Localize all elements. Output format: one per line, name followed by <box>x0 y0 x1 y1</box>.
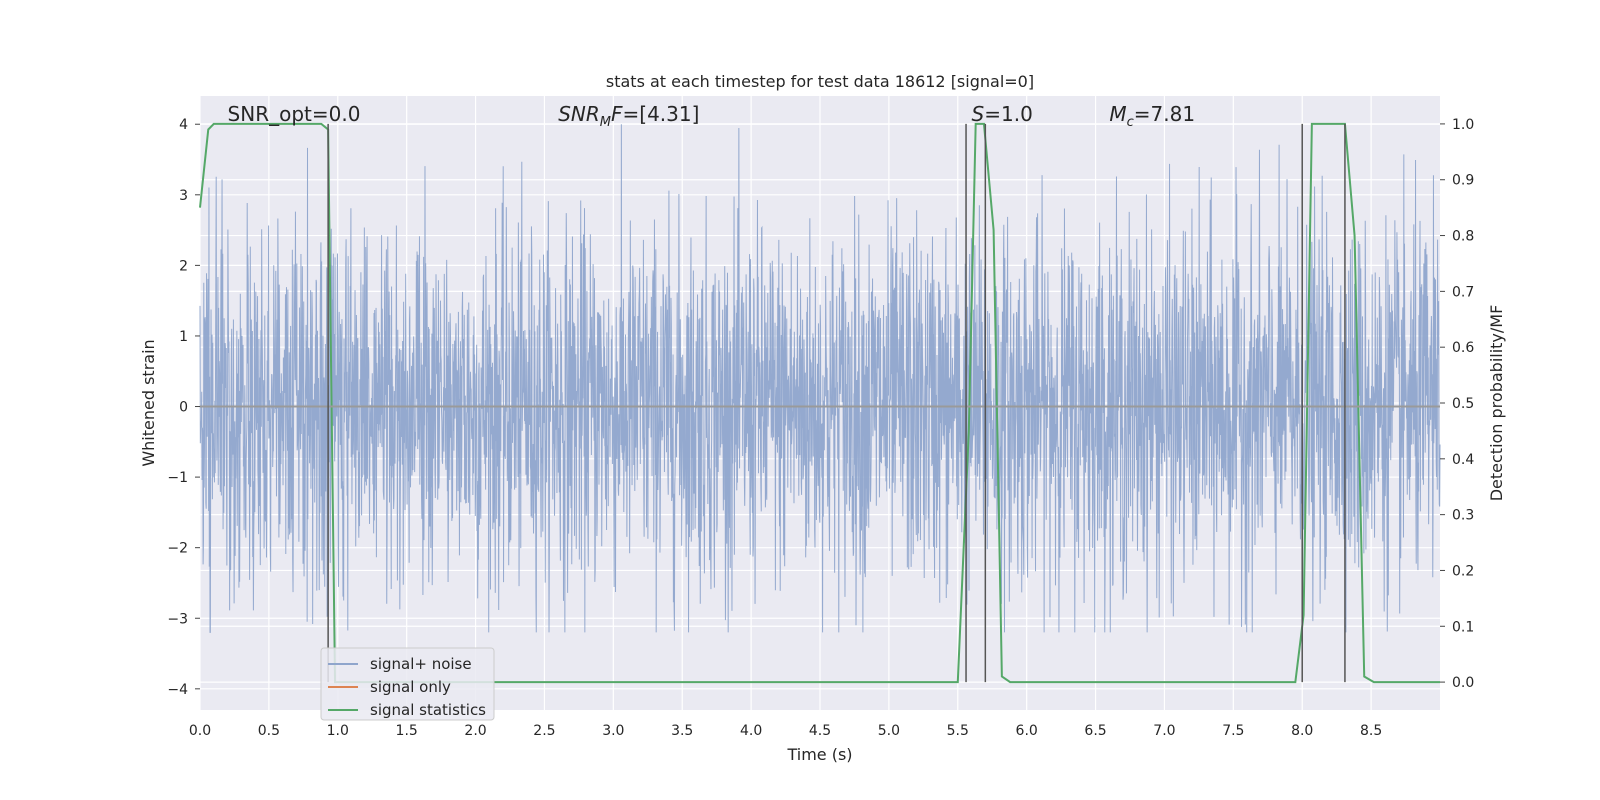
y2-tick-label: 0.4 <box>1452 452 1474 468</box>
x-tick-label: 3.5 <box>671 723 693 739</box>
x-tick-label: 8.5 <box>1360 723 1382 739</box>
y-tick-label: 0 <box>179 400 188 416</box>
y2-tick-label: 0.9 <box>1452 173 1474 189</box>
y-tick-label: −1 <box>167 470 188 486</box>
x-tick-label: 1.0 <box>327 723 349 739</box>
y2-tick-label: 1.0 <box>1452 117 1474 133</box>
y-tick-label: −4 <box>167 682 188 698</box>
y-tick-label: −2 <box>167 541 188 557</box>
x-tick-label: 5.5 <box>947 723 969 739</box>
x-tick-label: 8.0 <box>1291 723 1313 739</box>
annotation-1: SNRMF=[4.31] <box>558 102 699 130</box>
series-signal-noise <box>199 124 1441 633</box>
y2-tick-label: 0.3 <box>1452 508 1474 524</box>
x-tick-labels: 0.0 0.5 1.0 1.5 2.0 2.5 3.0 3.5 4.0 4.5 5.0 5.5 6.0 6… <box>189 723 1382 739</box>
y2-tick-label: 0.1 <box>1452 619 1474 635</box>
y2-tick-label: 0.5 <box>1452 396 1474 412</box>
line-series <box>199 122 1440 684</box>
legend-label-signal-statistics: signal statistics <box>370 701 486 719</box>
legend-box <box>320 647 495 721</box>
legend: signal+ noise signal only signal statistic… <box>320 647 495 721</box>
x-axis-label: Time (s) <box>786 745 852 764</box>
y2-tick-labels: 1.0 0.9 0.8 0.7 0.6 0.5 0.4 0.3 0.2 0.1 0.0 <box>1440 117 1474 691</box>
x-tick-label: 7.5 <box>1222 723 1244 739</box>
y2-tick-label: 0.2 <box>1452 563 1474 579</box>
x-tick-label: 6.5 <box>1084 723 1106 739</box>
y-tick-label: 1 <box>179 329 188 345</box>
legend-label-signal-noise: signal+ noise <box>370 655 472 673</box>
annotation-2: S=1.0 <box>972 102 1033 126</box>
chart-title: stats at each timestep for test data 186… <box>606 72 1034 91</box>
x-tick-label: 7.0 <box>1153 723 1175 739</box>
y-tick-label: 3 <box>179 188 188 204</box>
x-tick-label: 0.0 <box>189 723 211 739</box>
y-tick-labels: 4 3 2 1 0 −1 −2 −3 −4 <box>167 117 200 698</box>
y2-tick-label: 0.7 <box>1452 284 1474 300</box>
y-tick-label: −3 <box>167 611 188 627</box>
series-signal-statistics <box>199 122 1440 684</box>
annotation-3: Mc=7.81 <box>1109 102 1195 130</box>
annotation-0: SNR_opt=0.0 <box>228 102 361 126</box>
y2-tick-label: 0.0 <box>1452 675 1474 691</box>
vertical-markers <box>327 123 1346 683</box>
x-tick-label: 1.5 <box>396 723 418 739</box>
x-tick-label: 2.5 <box>533 723 555 739</box>
y-tick-label: 4 <box>179 117 188 133</box>
x-tick-label: 2.0 <box>464 723 486 739</box>
noise-series <box>199 124 1441 633</box>
y2-axis-label: Detection probability/MF <box>1487 305 1506 502</box>
annotations: SNR_opt=0.0 SNRMF=[4.31] S=1.0 Mc=7.81 <box>228 102 1195 130</box>
x-tick-label: 4.0 <box>740 723 762 739</box>
y2-tick-label: 0.6 <box>1452 340 1474 356</box>
y-tick-label: 2 <box>179 258 188 274</box>
x-tick-label: 3.0 <box>602 723 624 739</box>
y2-tick-label: 0.8 <box>1452 229 1474 245</box>
x-tick-label: 6.0 <box>1016 723 1038 739</box>
y-axis-label: Whitened strain <box>139 339 158 466</box>
x-tick-label: 4.5 <box>809 723 831 739</box>
x-tick-label: 0.5 <box>258 723 280 739</box>
legend-label-signal-only: signal only <box>370 678 451 696</box>
x-tick-label: 5.0 <box>878 723 900 739</box>
